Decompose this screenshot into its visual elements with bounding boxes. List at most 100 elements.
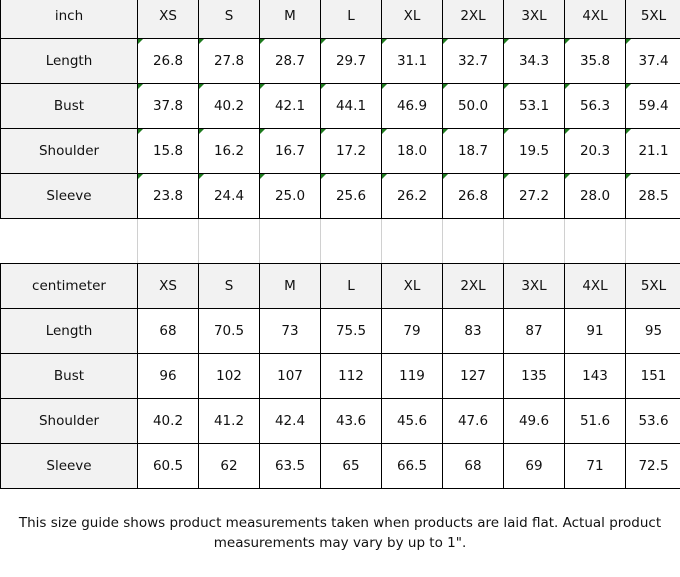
number-as-text-indicator-icon	[199, 84, 204, 89]
number-as-text-indicator-icon	[443, 39, 448, 44]
measurement-value: 21.1	[638, 143, 669, 159]
table-row: Shoulder 15.8 16.2 16.7 17.2 18.0 18.7 19.5 20.3…	[0, 128, 680, 174]
measurement-value: 34.3	[518, 53, 550, 69]
measurement-value: 75.5	[335, 323, 367, 339]
number-as-text-indicator-icon	[321, 84, 326, 89]
measurement-cell: 25.6	[320, 173, 382, 219]
number-as-text-indicator-icon	[138, 129, 143, 134]
number-as-text-indicator-icon	[382, 174, 387, 179]
number-as-text-indicator-icon	[138, 84, 143, 89]
size-header-m: M	[259, 0, 321, 39]
measurement-value: 83	[464, 323, 482, 339]
measurement-value: 41.2	[213, 413, 245, 429]
gridline	[564, 219, 565, 263]
measurement-cell: 15.8	[137, 128, 199, 174]
measurement-value: 151	[640, 368, 667, 384]
number-as-text-indicator-icon	[260, 39, 265, 44]
measurement-cell: 37.4	[625, 38, 680, 84]
measurement-value: 143	[582, 368, 608, 384]
measurement-value: 43.6	[335, 413, 367, 429]
measurement-cell: 66.5	[381, 443, 443, 489]
measurement-value: 91	[586, 323, 604, 339]
measurement-cell: 31.1	[381, 38, 443, 84]
measurement-value: 87	[525, 323, 543, 339]
measurement-cell: 24.4	[198, 173, 260, 219]
number-as-text-indicator-icon	[626, 129, 631, 134]
measurement-value: 79	[403, 323, 421, 339]
measurement-cell: 43.6	[320, 398, 382, 444]
number-as-text-indicator-icon	[443, 84, 448, 89]
measurement-cell: 63.5	[259, 443, 321, 489]
measurement-cell: 87	[503, 308, 565, 354]
number-as-text-indicator-icon	[321, 39, 326, 44]
number-as-text-indicator-icon	[504, 84, 509, 89]
measurement-value: 16.2	[213, 143, 245, 159]
number-as-text-indicator-icon	[443, 174, 448, 179]
measurement-value: 27.8	[213, 53, 245, 69]
measurement-cell: 69	[503, 443, 565, 489]
unit-label: inch	[0, 0, 138, 39]
measurement-cell: 18.0	[381, 128, 443, 174]
measurement-value: 40.2	[152, 413, 184, 429]
measurement-value: 29.7	[335, 53, 367, 69]
number-as-text-indicator-icon	[321, 129, 326, 134]
size-header-5xl: 5XL	[625, 0, 680, 39]
row-label: Length	[0, 38, 138, 84]
measurement-value: 18.7	[457, 143, 489, 159]
measurement-cell: 44.1	[320, 83, 382, 129]
size-header-4xl: 4XL	[564, 0, 626, 39]
measurement-value: 35.8	[579, 53, 611, 69]
measurement-value: 127	[460, 368, 486, 384]
number-as-text-indicator-icon	[199, 39, 204, 44]
size-header-m: M	[259, 263, 321, 309]
measurement-value: 15.8	[152, 143, 184, 159]
measurement-value: 63.5	[274, 458, 306, 474]
measurement-value: 45.6	[396, 413, 428, 429]
table-row: Sleeve 60.5 62 63.5 65 66.5 68 69 71 72.5	[0, 443, 680, 489]
measurement-cell: 96	[137, 353, 199, 399]
note-text: This size guide shows product measuremen…	[18, 515, 662, 551]
size-header-l: L	[320, 263, 382, 309]
size-header-l: L	[320, 0, 382, 39]
measurement-value: 40.2	[213, 98, 245, 114]
number-as-text-indicator-icon	[260, 84, 265, 89]
measurement-value: 37.8	[152, 98, 184, 114]
inch-size-table: inch XS S M L XL 2XL 3XL 4XL 5XL Length 26.8 27.8 28.…	[0, 0, 680, 219]
measurement-cell: 21.1	[625, 128, 680, 174]
number-as-text-indicator-icon	[382, 39, 387, 44]
measurement-value: 27.2	[518, 188, 550, 204]
measurement-value: 19.5	[518, 143, 550, 159]
measurement-cell: 46.9	[381, 83, 443, 129]
size-header-4xl: 4XL	[564, 263, 626, 309]
number-as-text-indicator-icon	[626, 39, 631, 44]
measurement-value: 31.1	[396, 53, 428, 69]
measurement-value: 56.3	[579, 98, 611, 114]
measurement-cell: 91	[564, 308, 626, 354]
measurement-value: 96	[159, 368, 177, 384]
measurement-value: 24.4	[213, 188, 245, 204]
number-as-text-indicator-icon	[504, 39, 509, 44]
spacer-row	[0, 219, 680, 263]
measurement-value: 112	[338, 368, 364, 384]
measurement-value: 26.2	[396, 188, 428, 204]
gridline	[503, 219, 504, 263]
measurement-cell: 16.7	[259, 128, 321, 174]
header-row: centimeter XS S M L XL 2XL 3XL 4XL 5XL	[0, 263, 680, 309]
size-header-xs: XS	[137, 263, 199, 309]
measurement-value: 69	[525, 458, 543, 474]
measurement-cell: 37.8	[137, 83, 199, 129]
measurement-cell: 26.8	[442, 173, 504, 219]
measurement-value: 72.5	[638, 458, 669, 474]
measurement-cell: 18.7	[442, 128, 504, 174]
measurement-cell: 95	[625, 308, 680, 354]
measurement-cell: 16.2	[198, 128, 260, 174]
table-row: Bust 96 102 107 112 119 127 135 143 151	[0, 353, 680, 399]
measurement-value: 65	[342, 458, 360, 474]
measurement-cell: 27.8	[198, 38, 260, 84]
number-as-text-indicator-icon	[199, 174, 204, 179]
measurement-cell: 34.3	[503, 38, 565, 84]
measurement-value: 32.7	[457, 53, 489, 69]
number-as-text-indicator-icon	[443, 129, 448, 134]
measurement-cell: 47.6	[442, 398, 504, 444]
number-as-text-indicator-icon	[565, 129, 570, 134]
